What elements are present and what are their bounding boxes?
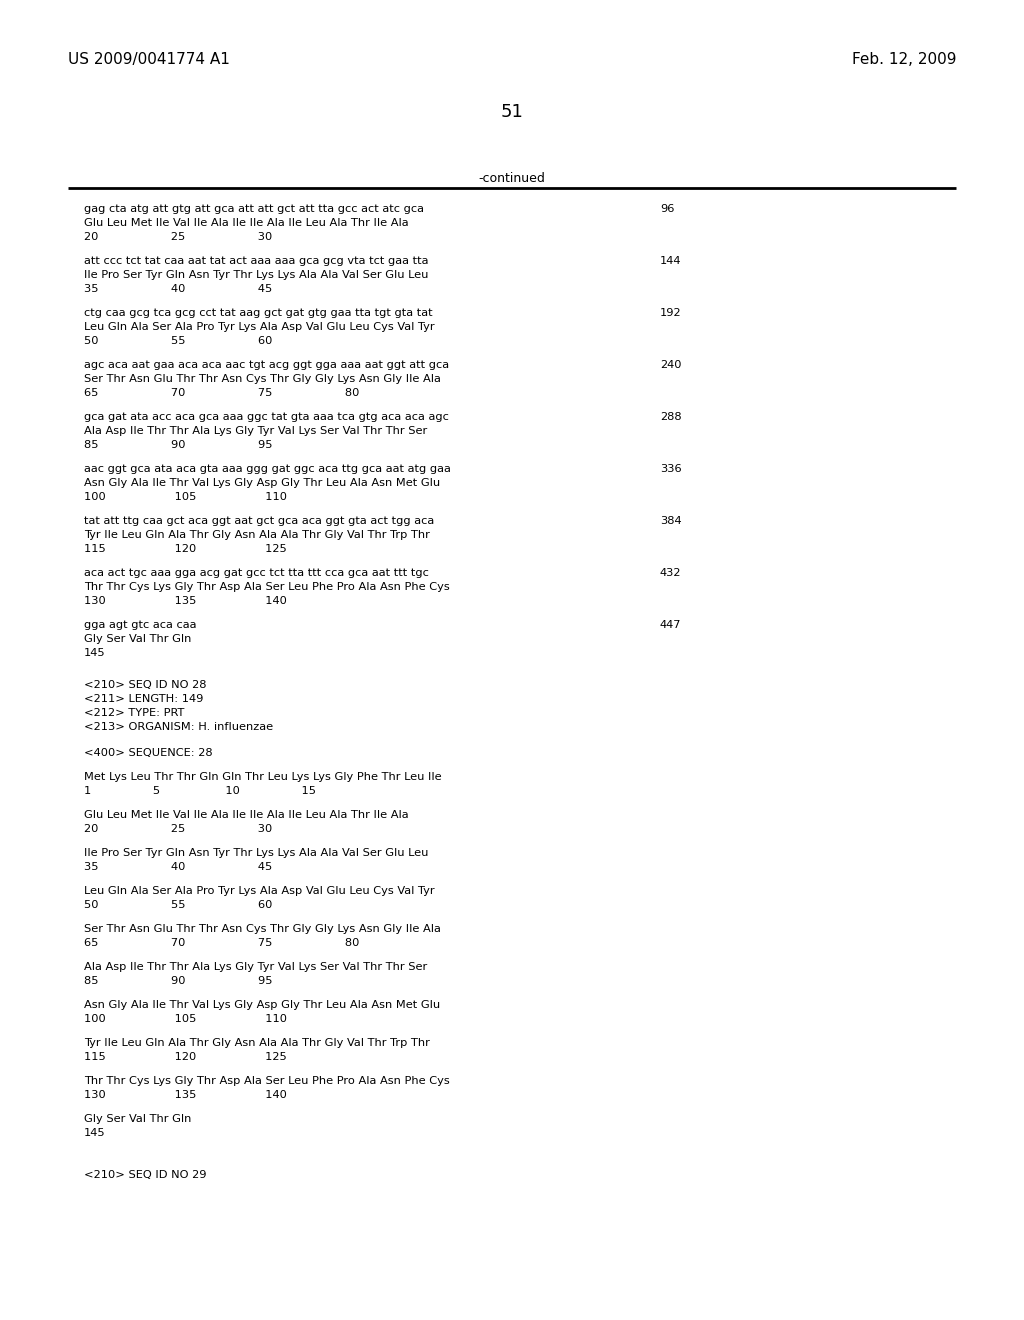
Text: Ile Pro Ser Tyr Gln Asn Tyr Thr Lys Lys Ala Ala Val Ser Glu Leu: Ile Pro Ser Tyr Gln Asn Tyr Thr Lys Lys … — [84, 847, 428, 858]
Text: aac ggt gca ata aca gta aaa ggg gat ggc aca ttg gca aat atg gaa: aac ggt gca ata aca gta aaa ggg gat ggc … — [84, 465, 451, 474]
Text: 50                    55                    60: 50 55 60 — [84, 900, 272, 909]
Text: Gly Ser Val Thr Gln: Gly Ser Val Thr Gln — [84, 634, 191, 644]
Text: Ala Asp Ile Thr Thr Ala Lys Gly Tyr Val Lys Ser Val Thr Thr Ser: Ala Asp Ile Thr Thr Ala Lys Gly Tyr Val … — [84, 426, 427, 436]
Text: Ala Asp Ile Thr Thr Ala Lys Gly Tyr Val Lys Ser Val Thr Thr Ser: Ala Asp Ile Thr Thr Ala Lys Gly Tyr Val … — [84, 962, 427, 972]
Text: 130                   135                   140: 130 135 140 — [84, 1090, 287, 1100]
Text: 192: 192 — [660, 308, 682, 318]
Text: 50                    55                    60: 50 55 60 — [84, 337, 272, 346]
Text: 240: 240 — [660, 360, 682, 370]
Text: 288: 288 — [660, 412, 682, 422]
Text: 100                   105                   110: 100 105 110 — [84, 492, 287, 502]
Text: Feb. 12, 2009: Feb. 12, 2009 — [852, 51, 956, 67]
Text: <212> TYPE: PRT: <212> TYPE: PRT — [84, 708, 184, 718]
Text: 65                    70                    75                    80: 65 70 75 80 — [84, 388, 359, 399]
Text: Ser Thr Asn Glu Thr Thr Asn Cys Thr Gly Gly Lys Asn Gly Ile Ala: Ser Thr Asn Glu Thr Thr Asn Cys Thr Gly … — [84, 924, 441, 935]
Text: <213> ORGANISM: H. influenzae: <213> ORGANISM: H. influenzae — [84, 722, 273, 733]
Text: gag cta atg att gtg att gca att att gct att tta gcc act atc gca: gag cta atg att gtg att gca att att gct … — [84, 205, 424, 214]
Text: aca act tgc aaa gga acg gat gcc tct tta ttt cca gca aat ttt tgc: aca act tgc aaa gga acg gat gcc tct tta … — [84, 568, 429, 578]
Text: <400> SEQUENCE: 28: <400> SEQUENCE: 28 — [84, 748, 213, 758]
Text: 20                    25                    30: 20 25 30 — [84, 232, 272, 242]
Text: 144: 144 — [660, 256, 682, 267]
Text: Tyr Ile Leu Gln Ala Thr Gly Asn Ala Ala Thr Gly Val Thr Trp Thr: Tyr Ile Leu Gln Ala Thr Gly Asn Ala Ala … — [84, 1038, 430, 1048]
Text: Met Lys Leu Thr Thr Gln Gln Thr Leu Lys Lys Gly Phe Thr Leu Ile: Met Lys Leu Thr Thr Gln Gln Thr Leu Lys … — [84, 772, 441, 781]
Text: <211> LENGTH: 149: <211> LENGTH: 149 — [84, 694, 204, 704]
Text: 336: 336 — [660, 465, 682, 474]
Text: 35                    40                    45: 35 40 45 — [84, 862, 272, 873]
Text: 115                   120                   125: 115 120 125 — [84, 544, 287, 554]
Text: gca gat ata acc aca gca aaa ggc tat gta aaa tca gtg aca aca agc: gca gat ata acc aca gca aaa ggc tat gta … — [84, 412, 449, 422]
Text: 35                    40                    45: 35 40 45 — [84, 284, 272, 294]
Text: 115                   120                   125: 115 120 125 — [84, 1052, 287, 1063]
Text: 145: 145 — [84, 1129, 105, 1138]
Text: Thr Thr Cys Lys Gly Thr Asp Ala Ser Leu Phe Pro Ala Asn Phe Cys: Thr Thr Cys Lys Gly Thr Asp Ala Ser Leu … — [84, 1076, 450, 1086]
Text: Asn Gly Ala Ile Thr Val Lys Gly Asp Gly Thr Leu Ala Asn Met Glu: Asn Gly Ala Ile Thr Val Lys Gly Asp Gly … — [84, 478, 440, 488]
Text: 51: 51 — [501, 103, 523, 121]
Text: Gly Ser Val Thr Gln: Gly Ser Val Thr Gln — [84, 1114, 191, 1125]
Text: 85                    90                    95: 85 90 95 — [84, 975, 272, 986]
Text: Leu Gln Ala Ser Ala Pro Tyr Lys Ala Asp Val Glu Leu Cys Val Tyr: Leu Gln Ala Ser Ala Pro Tyr Lys Ala Asp … — [84, 886, 434, 896]
Text: 1                 5                  10                 15: 1 5 10 15 — [84, 785, 316, 796]
Text: ctg caa gcg tca gcg cct tat aag gct gat gtg gaa tta tgt gta tat: ctg caa gcg tca gcg cct tat aag gct gat … — [84, 308, 432, 318]
Text: Leu Gln Ala Ser Ala Pro Tyr Lys Ala Asp Val Glu Leu Cys Val Tyr: Leu Gln Ala Ser Ala Pro Tyr Lys Ala Asp … — [84, 322, 434, 333]
Text: 145: 145 — [84, 648, 105, 657]
Text: <210> SEQ ID NO 29: <210> SEQ ID NO 29 — [84, 1170, 207, 1180]
Text: Thr Thr Cys Lys Gly Thr Asp Ala Ser Leu Phe Pro Ala Asn Phe Cys: Thr Thr Cys Lys Gly Thr Asp Ala Ser Leu … — [84, 582, 450, 591]
Text: 96: 96 — [660, 205, 675, 214]
Text: tat att ttg caa gct aca ggt aat gct gca aca ggt gta act tgg aca: tat att ttg caa gct aca ggt aat gct gca … — [84, 516, 434, 525]
Text: Ile Pro Ser Tyr Gln Asn Tyr Thr Lys Lys Ala Ala Val Ser Glu Leu: Ile Pro Ser Tyr Gln Asn Tyr Thr Lys Lys … — [84, 271, 428, 280]
Text: 100                   105                   110: 100 105 110 — [84, 1014, 287, 1024]
Text: Asn Gly Ala Ile Thr Val Lys Gly Asp Gly Thr Leu Ala Asn Met Glu: Asn Gly Ala Ile Thr Val Lys Gly Asp Gly … — [84, 1001, 440, 1010]
Text: US 2009/0041774 A1: US 2009/0041774 A1 — [68, 51, 229, 67]
Text: 130                   135                   140: 130 135 140 — [84, 597, 287, 606]
Text: 432: 432 — [660, 568, 682, 578]
Text: -continued: -continued — [478, 172, 546, 185]
Text: Ser Thr Asn Glu Thr Thr Asn Cys Thr Gly Gly Lys Asn Gly Ile Ala: Ser Thr Asn Glu Thr Thr Asn Cys Thr Gly … — [84, 374, 441, 384]
Text: 85                    90                    95: 85 90 95 — [84, 440, 272, 450]
Text: Glu Leu Met Ile Val Ile Ala Ile Ile Ala Ile Leu Ala Thr Ile Ala: Glu Leu Met Ile Val Ile Ala Ile Ile Ala … — [84, 810, 409, 820]
Text: Glu Leu Met Ile Val Ile Ala Ile Ile Ala Ile Leu Ala Thr Ile Ala: Glu Leu Met Ile Val Ile Ala Ile Ile Ala … — [84, 218, 409, 228]
Text: agc aca aat gaa aca aca aac tgt acg ggt gga aaa aat ggt att gca: agc aca aat gaa aca aca aac tgt acg ggt … — [84, 360, 450, 370]
Text: <210> SEQ ID NO 28: <210> SEQ ID NO 28 — [84, 680, 207, 690]
Text: 447: 447 — [660, 620, 682, 630]
Text: 65                    70                    75                    80: 65 70 75 80 — [84, 939, 359, 948]
Text: Tyr Ile Leu Gln Ala Thr Gly Asn Ala Ala Thr Gly Val Thr Trp Thr: Tyr Ile Leu Gln Ala Thr Gly Asn Ala Ala … — [84, 531, 430, 540]
Text: att ccc tct tat caa aat tat act aaa aaa gca gcg vta tct gaa tta: att ccc tct tat caa aat tat act aaa aaa … — [84, 256, 428, 267]
Text: gga agt gtc aca caa: gga agt gtc aca caa — [84, 620, 197, 630]
Text: 20                    25                    30: 20 25 30 — [84, 824, 272, 834]
Text: 384: 384 — [660, 516, 682, 525]
